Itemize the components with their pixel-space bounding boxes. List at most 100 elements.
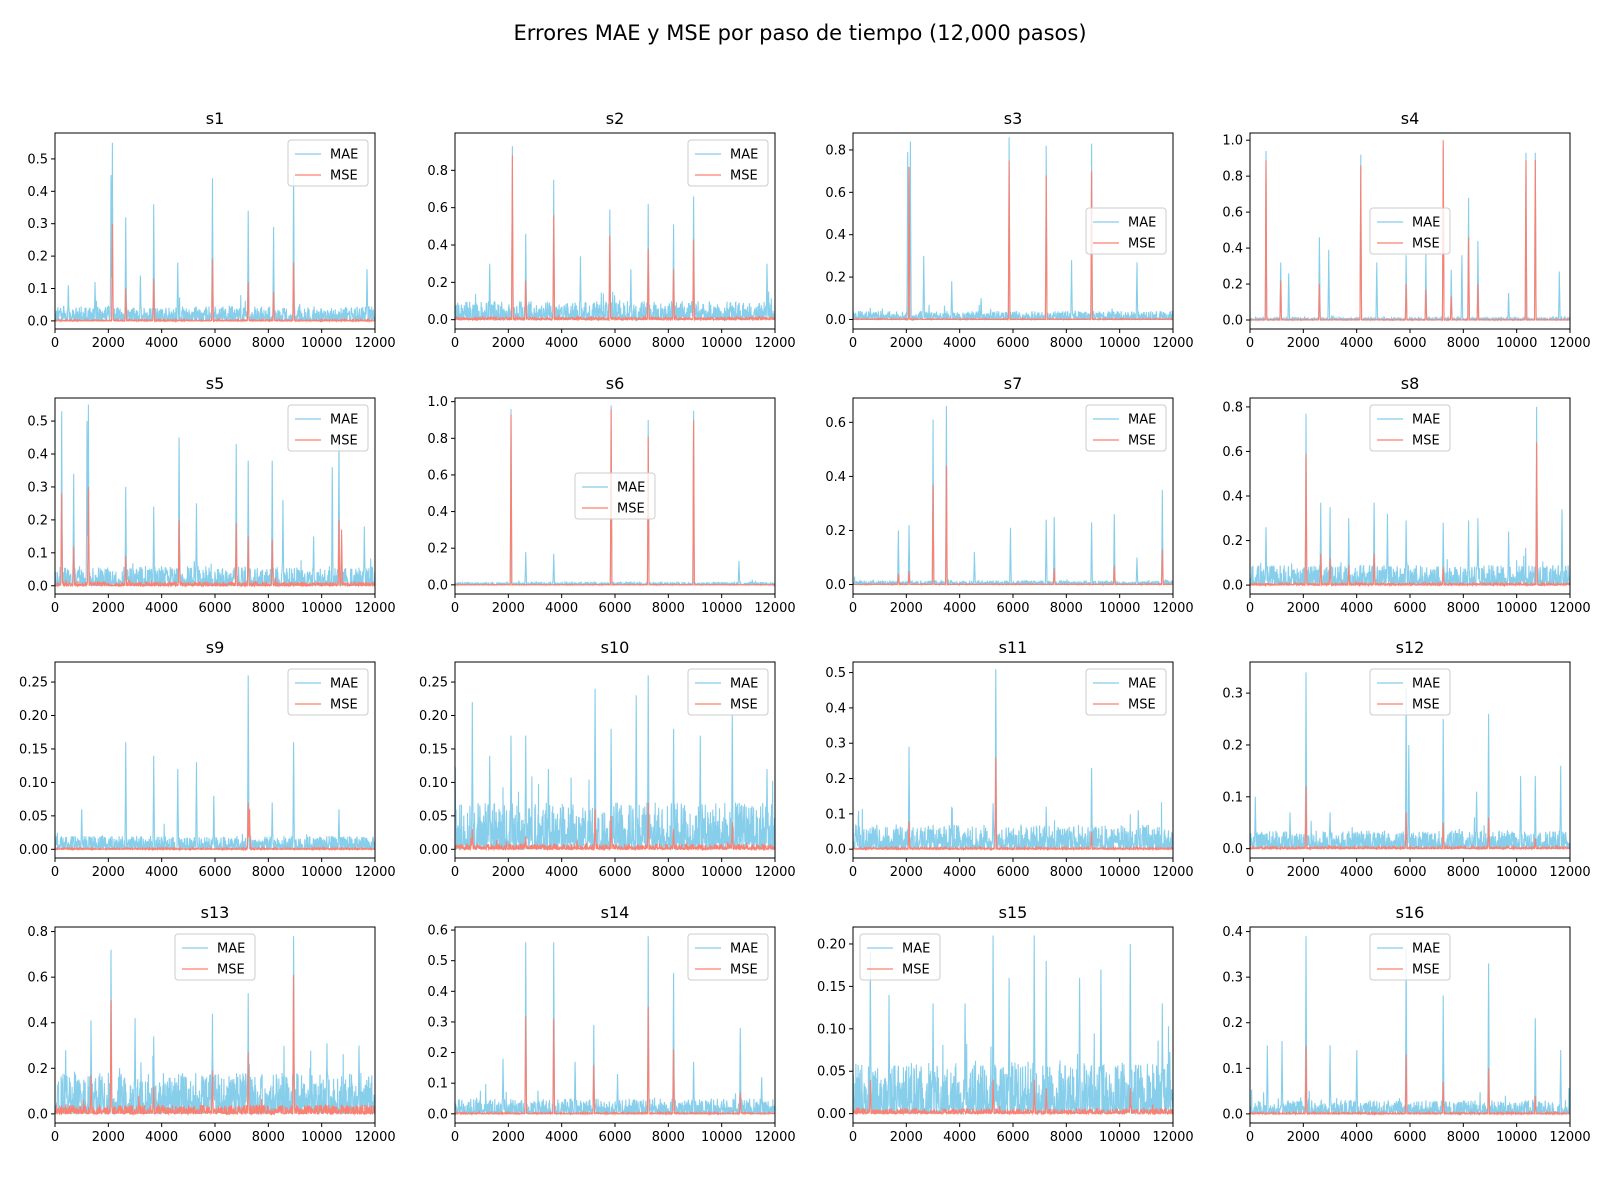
y-tick-label: 0.3 bbox=[1222, 687, 1243, 702]
y-tick-label: 0.2 bbox=[1222, 534, 1243, 549]
y-tick-label: 0.2 bbox=[825, 772, 846, 787]
subplot-s1: s1 0 2000 4000 6000 8000 10000 12000 0.0 0.1 0.2 0.… bbox=[27, 109, 395, 351]
legend: MAE MSE bbox=[1085, 668, 1167, 716]
series-line-mse bbox=[455, 155, 775, 322]
y-tick-label: 0.4 bbox=[427, 239, 448, 254]
y-tick-label: 0.15 bbox=[19, 742, 48, 757]
y-tick-label: 0.4 bbox=[1222, 242, 1243, 257]
y-tick-label: 0.25 bbox=[19, 676, 48, 691]
x-tick-label: 4000 bbox=[145, 336, 178, 351]
subplot-s2: s2 0 2000 4000 6000 8000 10000 12000 0.0 0.2 0.4 0.… bbox=[427, 109, 795, 351]
legend: MAE MSE bbox=[1085, 207, 1167, 255]
y-tick-label: 0.4 bbox=[27, 1016, 48, 1031]
y-tick-label: 0.4 bbox=[1222, 925, 1243, 940]
series-line-mae bbox=[55, 936, 375, 1116]
y-tick-label: 0.4 bbox=[825, 701, 846, 716]
y-tick-label: 0.2 bbox=[427, 542, 448, 557]
x-tick-label: 10000 bbox=[301, 336, 342, 351]
x-tick-label: 8000 bbox=[252, 336, 285, 351]
y-tick-label: 0.2 bbox=[427, 1046, 448, 1061]
subplot-s16: s16 0 2000 4000 6000 8000 10000 12000 0.0 0.1 0.2 0… bbox=[1222, 903, 1590, 1145]
subplot-title: s2 bbox=[606, 109, 625, 128]
x-tick-label: 10000 bbox=[701, 601, 742, 616]
legend: MAE MSE bbox=[1085, 404, 1167, 452]
legend: MAE MSE bbox=[1369, 668, 1451, 716]
series-line-mae bbox=[853, 669, 1173, 852]
y-tick-label: 0.10 bbox=[19, 776, 48, 791]
x-tick-label: 6000 bbox=[996, 601, 1029, 616]
x-tick-label: 10000 bbox=[701, 865, 742, 880]
x-tick-label: 2000 bbox=[492, 336, 525, 351]
x-tick-label: 0 bbox=[1246, 1130, 1254, 1145]
x-tick-label: 2000 bbox=[92, 865, 125, 880]
y-tick-label: 0.4 bbox=[825, 470, 846, 485]
x-tick-label: 6000 bbox=[996, 336, 1029, 351]
x-tick-label: 8000 bbox=[252, 601, 285, 616]
x-tick-label: 10000 bbox=[301, 1130, 342, 1145]
x-tick-label: 0 bbox=[51, 865, 59, 880]
x-tick-label: 6000 bbox=[198, 601, 231, 616]
x-tick-label: 12000 bbox=[754, 336, 795, 351]
subplot-title: s12 bbox=[1396, 638, 1425, 657]
legend: MAE MSE bbox=[1369, 207, 1451, 255]
x-tick-label: 10000 bbox=[1496, 601, 1537, 616]
x-tick-label: 12000 bbox=[1549, 865, 1590, 880]
x-tick-label: 6000 bbox=[598, 1130, 631, 1145]
series-line-mae bbox=[1250, 936, 1570, 1117]
x-tick-label: 12000 bbox=[354, 601, 395, 616]
y-tick-label: 0.4 bbox=[427, 505, 448, 520]
legend-label-mse: MSE bbox=[902, 963, 930, 978]
legend-label-mae: MAE bbox=[1412, 677, 1440, 692]
y-tick-label: 0.0 bbox=[27, 579, 48, 594]
y-tick-label: 0.25 bbox=[419, 676, 448, 691]
x-tick-label: 4000 bbox=[545, 1130, 578, 1145]
x-tick-label: 10000 bbox=[1496, 336, 1537, 351]
y-tick-label: 0.8 bbox=[825, 143, 846, 158]
legend: MAE MSE bbox=[174, 933, 256, 981]
subplot-s15: s15 0 2000 4000 6000 8000 10000 12000 0.00 0.05 0.… bbox=[817, 903, 1194, 1145]
y-tick-label: 0.6 bbox=[27, 971, 48, 986]
y-tick-label: 0.0 bbox=[427, 1107, 448, 1122]
legend: MAE MSE bbox=[687, 668, 769, 716]
y-tick-label: 0.6 bbox=[427, 924, 448, 939]
x-tick-label: 8000 bbox=[652, 1130, 685, 1145]
x-tick-label: 10000 bbox=[1099, 865, 1140, 880]
y-tick-label: 0.6 bbox=[1222, 445, 1243, 460]
y-tick-label: 0.2 bbox=[1222, 738, 1243, 753]
y-tick-label: 0.2 bbox=[1222, 278, 1243, 293]
series-line-mse bbox=[1250, 786, 1570, 851]
legend-label-mse: MSE bbox=[1412, 434, 1440, 449]
subplot-s12: s12 0 2000 4000 6000 8000 10000 12000 0.0 0.1 0.2 0… bbox=[1222, 638, 1590, 880]
series-line-mse bbox=[1250, 1045, 1570, 1117]
x-tick-label: 8000 bbox=[1447, 601, 1480, 616]
x-tick-label: 10000 bbox=[301, 865, 342, 880]
legend: MAE MSE bbox=[1369, 933, 1451, 981]
subplot-s7: s7 0 2000 4000 6000 8000 10000 12000 0.0 0.2 0.4 0.… bbox=[825, 374, 1193, 616]
subplot-s11: s11 0 2000 4000 6000 8000 10000 12000 0.0 0.1 0.2 0… bbox=[825, 638, 1193, 880]
x-tick-label: 12000 bbox=[1152, 1130, 1193, 1145]
x-tick-label: 2000 bbox=[890, 336, 923, 351]
legend-label-mse: MSE bbox=[330, 434, 358, 449]
series-line-mae bbox=[853, 137, 1173, 322]
y-tick-label: 0.0 bbox=[825, 313, 846, 328]
x-tick-label: 0 bbox=[51, 336, 59, 351]
x-tick-label: 8000 bbox=[652, 601, 685, 616]
series-line-mse bbox=[853, 1079, 1173, 1116]
y-tick-label: 0.00 bbox=[817, 1107, 846, 1122]
legend: MAE MSE bbox=[287, 404, 369, 452]
legend-label-mae: MAE bbox=[1412, 413, 1440, 428]
subplot-s4: s4 0 2000 4000 6000 8000 10000 12000 0.0 0.2 0.4 0.… bbox=[1222, 109, 1590, 351]
y-tick-label: 0.0 bbox=[1222, 842, 1243, 857]
x-tick-label: 8000 bbox=[652, 865, 685, 880]
x-tick-label: 8000 bbox=[652, 336, 685, 351]
x-tick-label: 4000 bbox=[1340, 601, 1373, 616]
legend: MAE MSE bbox=[287, 139, 369, 187]
x-tick-label: 4000 bbox=[145, 1130, 178, 1145]
series-line-mse bbox=[853, 757, 1173, 852]
x-tick-label: 10000 bbox=[701, 1130, 742, 1145]
series-line-mse bbox=[1250, 140, 1570, 322]
legend: MAE MSE bbox=[687, 139, 769, 187]
x-tick-label: 6000 bbox=[198, 336, 231, 351]
x-tick-label: 2000 bbox=[92, 1130, 125, 1145]
x-tick-label: 6000 bbox=[996, 1130, 1029, 1145]
